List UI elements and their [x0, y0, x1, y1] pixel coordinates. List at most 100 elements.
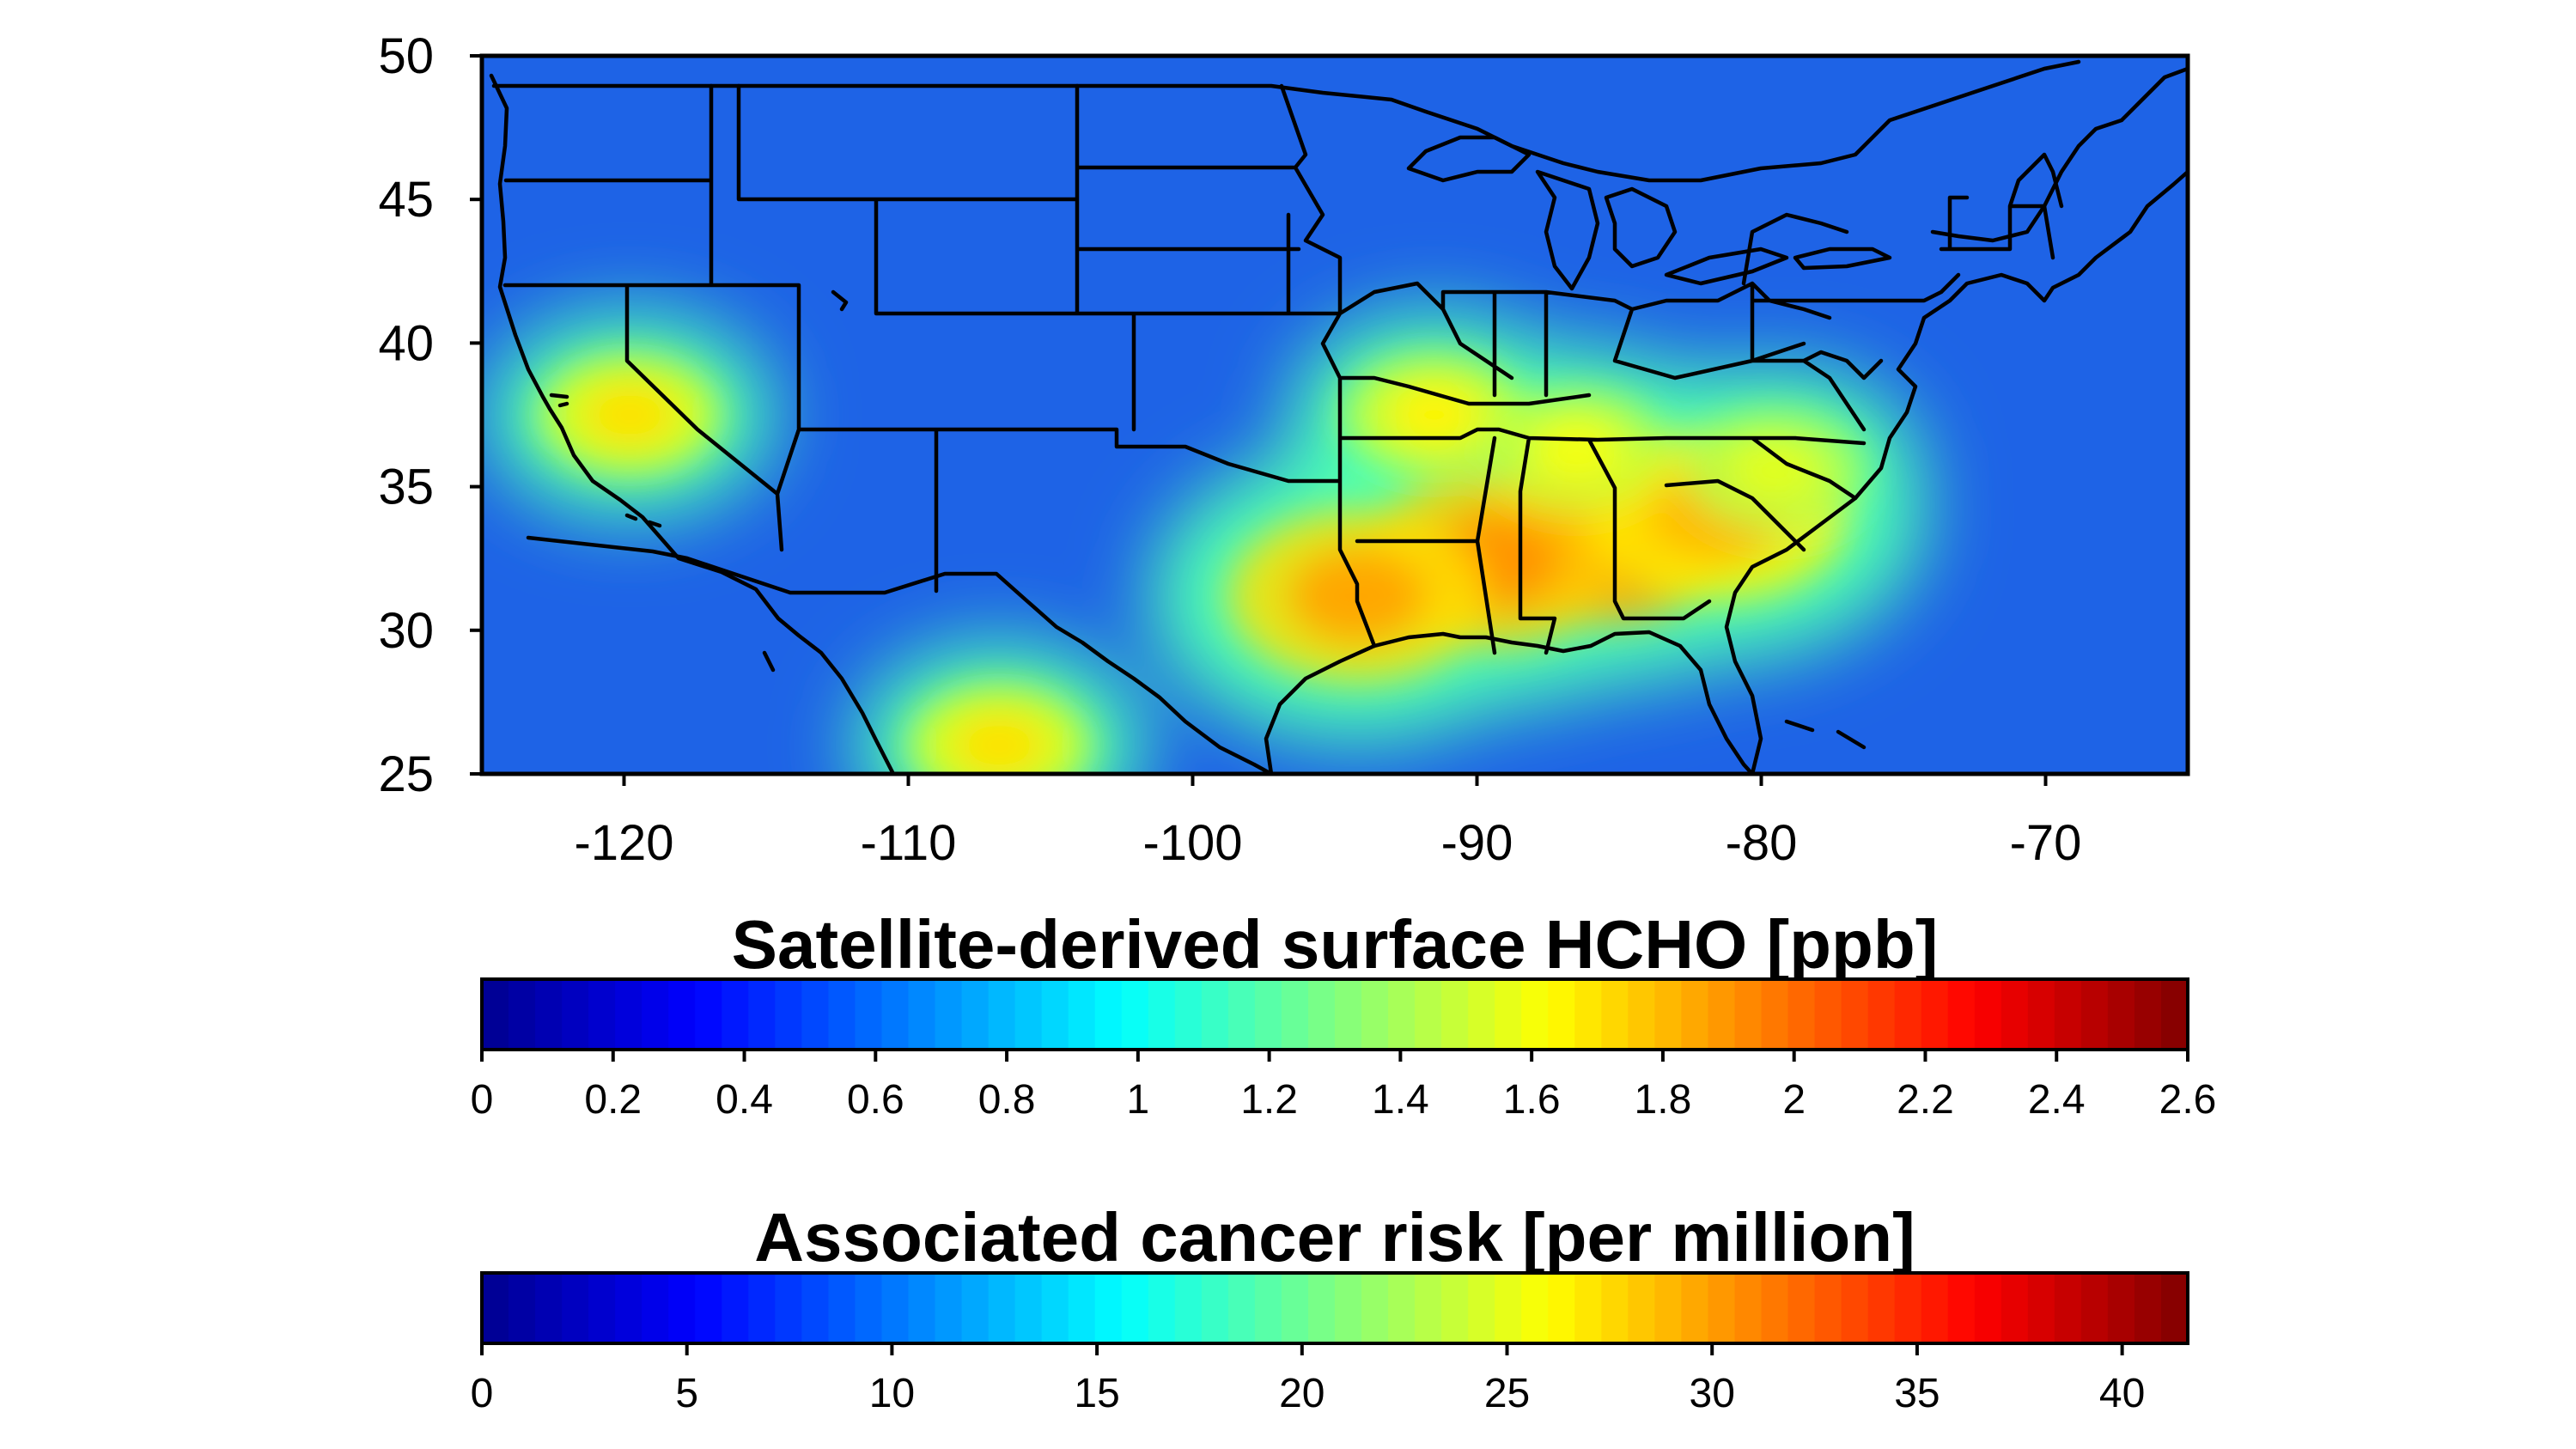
colorbar-swatch: [1787, 979, 1816, 1050]
lat-tick-label: 50: [378, 28, 434, 84]
colorbar-tick-label: 0.8: [978, 1077, 1036, 1123]
colorbar-swatch: [482, 979, 509, 1050]
colorbar-swatch: [1388, 1273, 1416, 1343]
colorbar-swatch: [2160, 1273, 2189, 1343]
colorbar-swatch: [588, 979, 616, 1050]
colorbar-swatch: [1654, 979, 1683, 1050]
colorbar-swatch: [1415, 979, 1442, 1050]
colorbar-swatch: [748, 1273, 776, 1343]
hotspot-core: [1528, 416, 1625, 483]
cancer-risk-colorbar-title: Associated cancer risk [per million]: [754, 1199, 1915, 1275]
colorbar-swatch: [801, 1273, 830, 1343]
colorbar-tick-label: 2.2: [1897, 1077, 1954, 1123]
colorbar-swatch: [1094, 979, 1123, 1050]
colorbar-swatch: [1468, 1273, 1495, 1343]
colorbar-swatch: [1787, 1273, 1816, 1343]
colorbar-swatch: [1574, 979, 1602, 1050]
hcho-colorbar-swatches: [482, 979, 2189, 1050]
colorbar-swatch: [2080, 979, 2109, 1050]
colorbar-swatch: [509, 979, 536, 1050]
colorbar-swatch: [1307, 1273, 1336, 1343]
colorbar-swatch: [1148, 979, 1176, 1050]
state-lines: [502, 83, 2064, 655]
lon-tick-label: -120: [574, 815, 673, 871]
colorbar-swatch: [2001, 1273, 2029, 1343]
hotspot-core: [582, 381, 679, 448]
colorbar-swatch: [1628, 979, 1655, 1050]
colorbar-swatch: [881, 979, 910, 1050]
colorbar-swatch: [1947, 1273, 1976, 1343]
lat-tick-label: 45: [378, 172, 434, 228]
colorbar-tick-label: 10: [869, 1371, 915, 1416]
colorbar-swatch: [562, 1273, 589, 1343]
colorbar-swatch: [1708, 979, 1736, 1050]
colorbar-swatch: [722, 1273, 749, 1343]
colorbar-swatch: [1094, 1273, 1123, 1343]
colorbar-swatch: [2134, 979, 2162, 1050]
colorbar-swatch: [2027, 979, 2055, 1050]
colorbar-swatch: [1201, 1273, 1229, 1343]
lon-tick-label: -80: [1726, 815, 1798, 871]
colorbar-swatch: [828, 979, 856, 1050]
colorbar-swatch: [1681, 979, 1709, 1050]
colorbar-swatch: [695, 979, 722, 1050]
colorbar-swatch: [2134, 1273, 2162, 1343]
colorbar-tick-label: 20: [1279, 1371, 1325, 1416]
colorbar-tick-label: 40: [2099, 1371, 2145, 1416]
colorbar-swatch: [615, 979, 642, 1050]
colorbar-swatch: [1361, 1273, 1389, 1343]
colorbar-swatch: [2027, 1273, 2055, 1343]
latitude-axis: 25 30 35 40 45 50: [378, 28, 482, 802]
colorbar-tick-label: 35: [1894, 1371, 1940, 1416]
hotspot-core: [951, 712, 1048, 774]
colorbar-swatch: [1281, 979, 1309, 1050]
colorbar-swatch: [1148, 1273, 1176, 1343]
colorbar-swatch: [801, 979, 830, 1050]
colorbar-swatch: [642, 979, 669, 1050]
colorbar-swatch: [509, 1273, 536, 1343]
colorbar-swatch: [2080, 1273, 2109, 1343]
colorbar-swatch: [908, 979, 936, 1050]
colorbar-tick-label: 0: [471, 1077, 494, 1123]
colorbar-swatch: [748, 979, 776, 1050]
colorbar-tick-label: 2.4: [2028, 1077, 2086, 1123]
colorbar-swatch: [615, 1273, 642, 1343]
colorbar-swatch: [961, 979, 990, 1050]
colorbar-swatch: [988, 1273, 1016, 1343]
colorbar-swatch: [1548, 1273, 1575, 1343]
colorbar-swatch: [1121, 979, 1149, 1050]
colorbar-swatch: [1841, 979, 1869, 1050]
colorbar-swatch: [1894, 979, 1922, 1050]
colorbar-swatch: [935, 979, 963, 1050]
lon-tick-label: -100: [1142, 815, 1242, 871]
colorbar-swatch: [1441, 1273, 1469, 1343]
colorbar-swatch: [1921, 979, 1949, 1050]
colorbar-swatch: [1761, 979, 1789, 1050]
hcho-colorbar-frame: [480, 977, 2189, 1051]
colorbar-swatch: [2107, 1273, 2135, 1343]
hotspot-core: [1727, 436, 1824, 503]
colorbar-swatch: [908, 1273, 936, 1343]
colorbar-tick-label: 30: [1690, 1371, 1735, 1416]
colorbar-swatch: [1201, 979, 1229, 1050]
colorbar-swatch: [1281, 1273, 1309, 1343]
colorbar-swatch: [1521, 979, 1549, 1050]
colorbar-swatch: [1974, 1273, 2002, 1343]
colorbar-swatch: [1174, 979, 1203, 1050]
boundaries: [489, 59, 2188, 774]
colorbar-swatch: [1761, 1273, 1789, 1343]
lon-tick-label: -70: [2010, 815, 2082, 871]
lat-tick-label: 25: [378, 746, 434, 802]
colorbar-tick-label: 25: [1484, 1371, 1530, 1416]
cancer-risk-colorbar-frame: [480, 1271, 2189, 1345]
colorbar-swatch: [828, 1273, 856, 1343]
colorbar-swatch: [562, 979, 589, 1050]
colorbar-tick-label: 1.8: [1635, 1077, 1692, 1123]
colorbar-swatch: [1307, 979, 1336, 1050]
hcho-map: 25 30 35 40 45 50 -120 -110 -100 -90 -80 -70: [378, 28, 2190, 871]
colorbar-tick-label: 1.6: [1503, 1077, 1561, 1123]
colorbar-swatch: [1335, 979, 1362, 1050]
longitude-axis: -120 -110 -100 -90 -80 -70: [574, 774, 2081, 871]
colorbar-swatch: [1921, 1273, 1949, 1343]
colorbar-tick-label: 1: [1126, 1077, 1149, 1123]
